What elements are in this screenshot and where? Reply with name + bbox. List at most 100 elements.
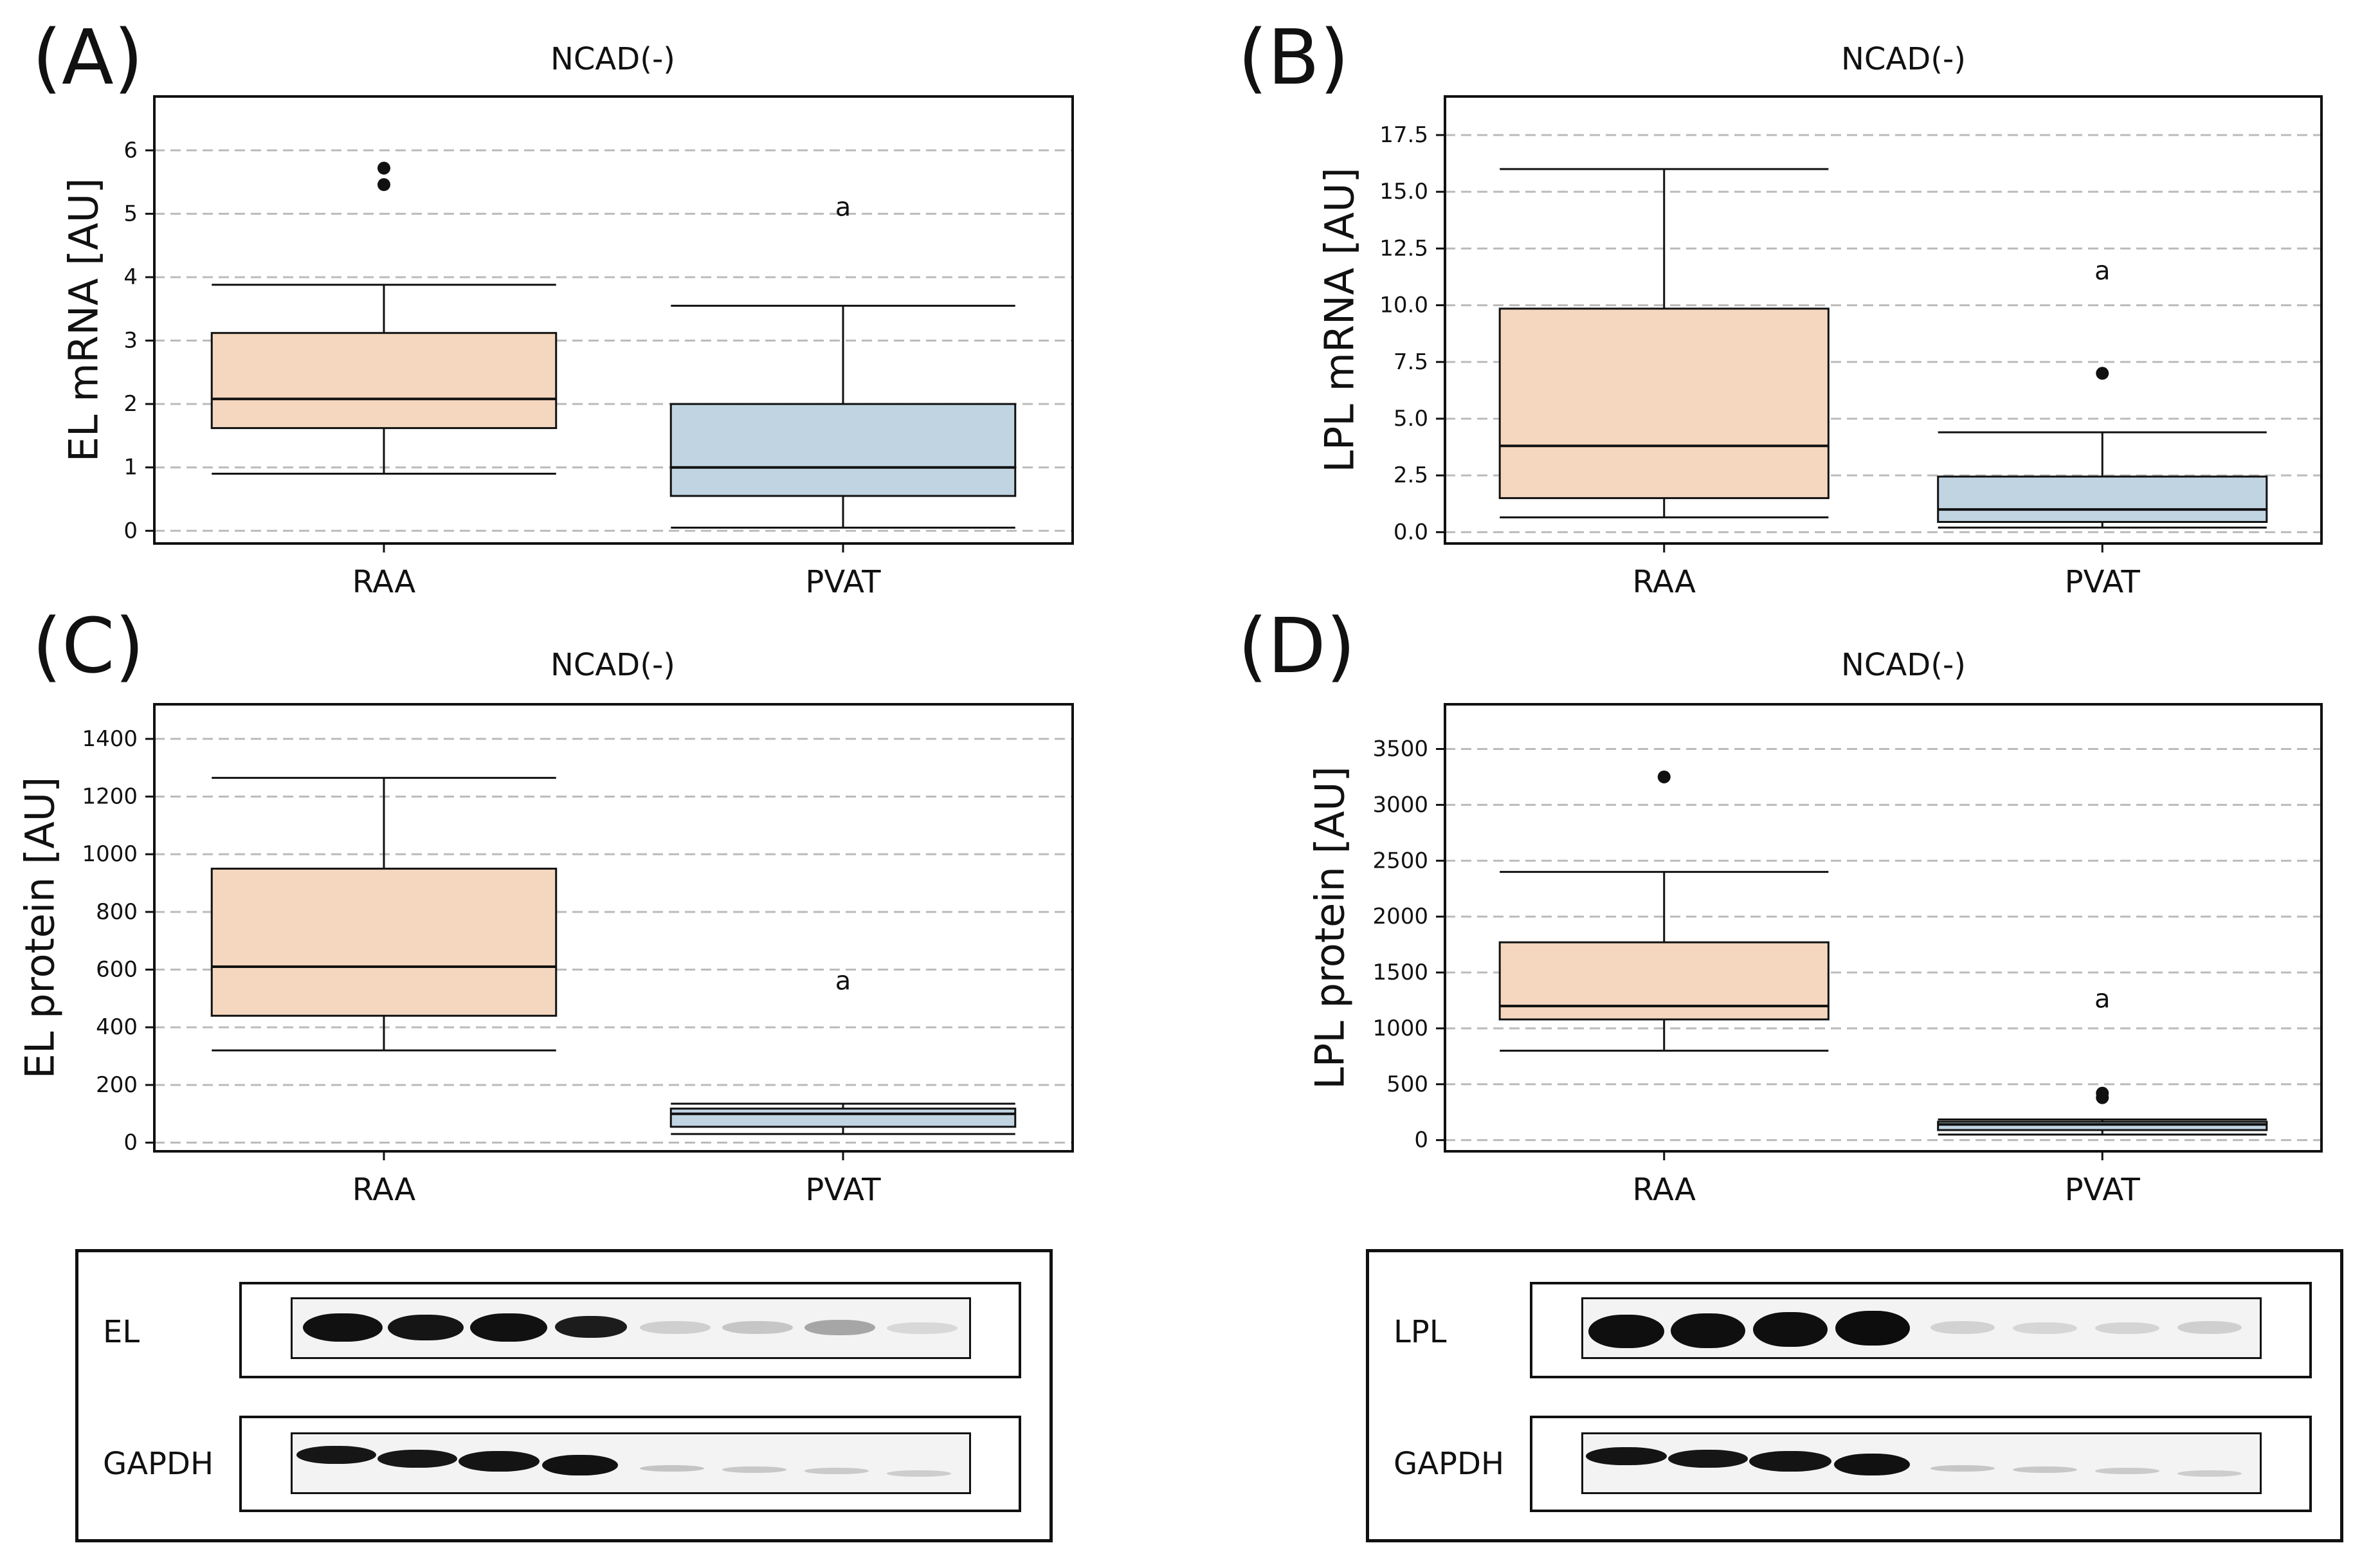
x-tick-label: RAA xyxy=(1633,1172,1696,1208)
el-band-4 xyxy=(555,1316,627,1338)
box-raa xyxy=(210,161,558,475)
chart-2: 0 200 400 600 800 1000 1200 1400 a RAA PVAT EL prot… xyxy=(17,703,1074,1208)
x-tick-label: PVAT xyxy=(805,1172,881,1208)
box-pvat xyxy=(669,304,1017,529)
y-tick-label: 600 xyxy=(96,957,138,983)
lpl-gapdh-label: GAPDH xyxy=(1394,1446,1505,1482)
y-tick-label: 6 xyxy=(123,138,138,163)
y-tick-label: 7.5 xyxy=(1394,349,1428,375)
iqr-box xyxy=(669,403,1017,497)
iqr-box xyxy=(210,332,558,430)
y-tick-label: 400 xyxy=(96,1014,138,1040)
axes-frame xyxy=(153,703,1074,1153)
el-band-6 xyxy=(722,1321,793,1334)
lpl-blot-strip xyxy=(1581,1297,2262,1359)
outlier-point xyxy=(1657,770,1671,783)
y-tick-label: 15.0 xyxy=(1379,179,1428,205)
el-blot-panel: EL GAPDH xyxy=(75,1249,1053,1542)
panel-a-letter: (A) xyxy=(32,13,143,102)
y-tick-label: 800 xyxy=(96,899,138,925)
box-pvat xyxy=(1937,1086,2268,1136)
lpl-gapdh-band-8 xyxy=(2177,1470,2242,1477)
el-gapdh-band-5 xyxy=(640,1465,704,1472)
y-axis-label: LPL protein [AU] xyxy=(1307,766,1354,1089)
box-pvat xyxy=(669,1102,1017,1135)
el-gapdh-band-4 xyxy=(542,1455,618,1475)
y-axis-label: LPL mRNA [AU] xyxy=(1316,167,1363,472)
lpl-gapdh-band-1 xyxy=(1586,1447,1667,1465)
y-tick-label: 2500 xyxy=(1372,848,1428,873)
lpl-band-8 xyxy=(2177,1321,2242,1334)
el-band-3 xyxy=(470,1313,547,1342)
y-tick-label: 1000 xyxy=(1372,1016,1428,1041)
lpl-band-7 xyxy=(2095,1322,2159,1334)
iqr-box xyxy=(1498,941,1830,1021)
el-blot-strip xyxy=(291,1297,971,1359)
el-gapdh-band-1 xyxy=(296,1446,376,1464)
el-gapdh-band-2 xyxy=(377,1450,457,1468)
outlier-point xyxy=(377,161,390,175)
x-tick-label: PVAT xyxy=(805,564,881,600)
panel-a-title: NCAD(-) xyxy=(550,41,675,77)
el-band-8 xyxy=(887,1322,958,1334)
box-raa xyxy=(1498,770,1830,1052)
lpl-gapdh-band-7 xyxy=(2095,1468,2159,1474)
el-blot-label: EL xyxy=(103,1314,140,1350)
axes-frame xyxy=(1444,95,2323,545)
y-tick-label: 1200 xyxy=(82,783,138,809)
y-tick-label: 0 xyxy=(123,1130,138,1156)
y-tick-label: 10.0 xyxy=(1379,293,1428,318)
chart-0: 0 1 2 3 4 5 6 a RAA PVAT EL mRNA [AU] xyxy=(60,95,1074,600)
el-gapdh-band-6 xyxy=(722,1466,786,1473)
lpl-gapdh-band-4 xyxy=(1834,1454,1910,1475)
y-tick-label: 1000 xyxy=(82,841,138,867)
panel-b-title: NCAD(-) xyxy=(1841,41,1966,77)
y-tick-label: 0 xyxy=(123,518,138,543)
panel-c-letter: (C) xyxy=(32,601,145,690)
el-gapdh-frame xyxy=(239,1416,1021,1512)
x-tick-label: RAA xyxy=(1633,564,1696,600)
lpl-band-3 xyxy=(1753,1312,1828,1347)
axes-frame xyxy=(153,95,1074,545)
lpl-gapdh-band-2 xyxy=(1668,1450,1748,1468)
iqr-box xyxy=(1498,307,1830,499)
y-tick-label: 1 xyxy=(123,455,138,480)
panel-d-letter: (D) xyxy=(1238,601,1356,690)
lpl-gapdh-band-3 xyxy=(1749,1451,1831,1472)
iqr-box xyxy=(669,1108,1017,1128)
y-tick-label: 1400 xyxy=(82,726,138,752)
box-raa xyxy=(210,776,558,1052)
significance-label: a xyxy=(2094,985,2111,1014)
y-tick-label: 4 xyxy=(123,264,138,290)
significance-label: a xyxy=(2094,257,2111,286)
outlier-point xyxy=(2096,367,2109,380)
el-gapdh-band-3 xyxy=(459,1451,540,1472)
x-tick-label: PVAT xyxy=(2065,564,2141,600)
outlier-point xyxy=(2096,1086,2109,1100)
el-gapdh-label: GAPDH xyxy=(103,1446,214,1482)
x-tick-label: PVAT xyxy=(2065,1172,2141,1208)
y-axis-label: EL mRNA [AU] xyxy=(60,178,107,462)
y-tick-label: 3000 xyxy=(1372,792,1428,817)
axes-frame xyxy=(1444,703,2323,1153)
lpl-gapdh-strip xyxy=(1581,1432,2262,1494)
lpl-gapdh-band-5 xyxy=(1930,1465,1995,1472)
lpl-band-4 xyxy=(1835,1311,1910,1346)
y-axis-label: EL protein [AU] xyxy=(17,777,64,1079)
el-band-7 xyxy=(804,1320,875,1335)
lpl-gapdh-frame xyxy=(1530,1416,2312,1512)
el-blot-frame xyxy=(239,1282,1021,1378)
el-band-2 xyxy=(388,1315,464,1340)
y-tick-label: 2 xyxy=(123,391,138,417)
outlier-point xyxy=(377,178,390,192)
lpl-blot-label: LPL xyxy=(1394,1314,1447,1350)
y-tick-label: 200 xyxy=(96,1072,138,1098)
el-gapdh-strip xyxy=(291,1432,971,1494)
iqr-box xyxy=(210,868,558,1017)
lpl-blot-frame xyxy=(1530,1282,2312,1378)
lpl-band-5 xyxy=(1930,1321,1995,1334)
x-tick-label: RAA xyxy=(352,1172,416,1208)
box-raa xyxy=(1498,168,1830,518)
panel-b-letter: (B) xyxy=(1238,13,1350,102)
